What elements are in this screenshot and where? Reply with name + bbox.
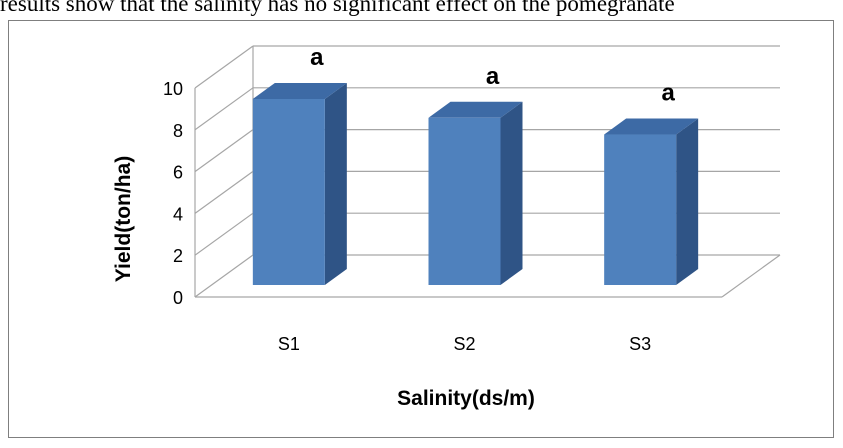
y-tick-label: 2 bbox=[173, 246, 183, 266]
gridline-diagonal bbox=[194, 254, 254, 298]
bar-side-face bbox=[500, 101, 523, 285]
y-axis-label: Yield(ton/ha) bbox=[112, 156, 135, 282]
gridline-diagonal bbox=[194, 87, 254, 131]
gridline-diagonal bbox=[194, 170, 254, 214]
bar-top-face bbox=[428, 101, 523, 118]
bar bbox=[428, 117, 501, 285]
bar-side-face bbox=[324, 82, 347, 286]
x-axis-label: Salinity(ds/m) bbox=[397, 387, 535, 410]
y-tick-label: 6 bbox=[173, 163, 183, 183]
significance-label: a bbox=[486, 63, 500, 90]
y-axis-ticks: 0 2 4 6 8 10 bbox=[163, 79, 183, 308]
bar-top-face bbox=[252, 82, 347, 99]
caption-text: results show that the salinity has no si… bbox=[0, 0, 675, 16]
significance-label: a bbox=[661, 80, 675, 107]
y-tick-label: 0 bbox=[173, 288, 183, 308]
x-tick-label: S2 bbox=[453, 334, 475, 354]
x-tick-label: S1 bbox=[278, 334, 300, 354]
gridline-diagonal bbox=[194, 45, 254, 89]
bar bbox=[252, 98, 325, 286]
y-tick-label: 4 bbox=[173, 204, 183, 224]
bar bbox=[604, 134, 677, 285]
gridline-diagonal bbox=[194, 212, 254, 256]
chart-bars bbox=[252, 82, 699, 286]
y-tick-label: 10 bbox=[163, 79, 183, 99]
bar-side-face bbox=[676, 118, 699, 286]
bar-top-face bbox=[604, 118, 699, 135]
significance-label: a bbox=[310, 44, 324, 71]
floor-right-edge bbox=[721, 254, 781, 298]
bar-annotations: a a a bbox=[310, 44, 675, 107]
y-tick-label: 8 bbox=[173, 121, 183, 141]
x-axis-ticks: S1 S2 S3 bbox=[278, 334, 651, 354]
gridline-diagonal bbox=[194, 129, 254, 173]
x-tick-label: S3 bbox=[629, 334, 651, 354]
